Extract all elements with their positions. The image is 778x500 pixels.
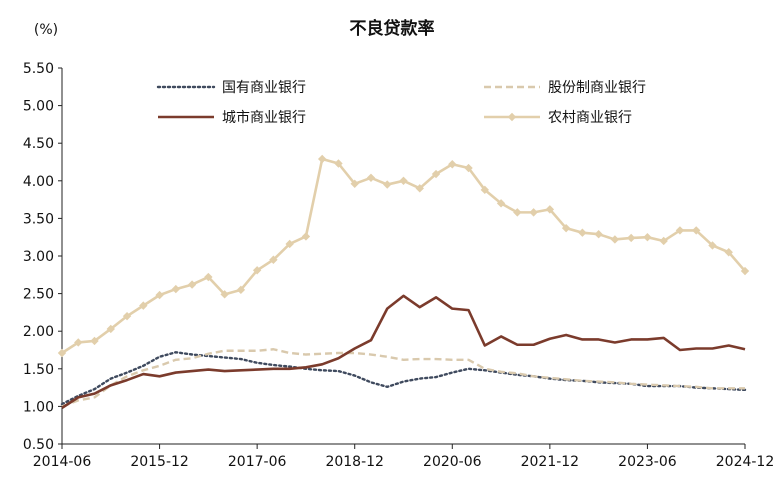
y-tick-label: 0.50	[23, 437, 54, 453]
series-point	[740, 266, 750, 276]
series-point	[334, 159, 343, 168]
series-point	[301, 232, 311, 241]
series-point	[448, 160, 457, 169]
series-point	[708, 241, 717, 250]
series-2	[61, 348, 745, 408]
y-tick-label: 1.00	[23, 399, 54, 415]
series-point	[90, 336, 99, 346]
y-tick-label: 2.50	[23, 287, 54, 303]
series-point	[236, 285, 246, 295]
x-tick-label: 2023-06	[618, 454, 677, 470]
series-point	[659, 236, 668, 246]
axes-group: 5.50 5.00 4.50 4.00 3.50 3.00 2.50 2.00 1.50 1.00…	[23, 61, 774, 470]
chart-title: 不良贷款率	[350, 18, 435, 39]
series-point	[513, 208, 522, 217]
series-point	[269, 255, 278, 264]
legend-entry: 城市商业银行	[158, 109, 306, 126]
series-3	[61, 294, 746, 409]
series-point	[480, 185, 490, 195]
y-axis-unit-label: (%)	[34, 22, 58, 38]
series-point	[252, 266, 262, 275]
series-line	[61, 157, 746, 355]
legend-label: 城市商业银行	[222, 109, 306, 126]
series-point	[171, 284, 181, 294]
legend-entry: 国有商业银行	[156, 80, 306, 96]
x-tick-label: 2020-06	[423, 454, 482, 470]
legend-label: 农村商业银行	[548, 110, 632, 126]
x-tick-label: 2018-12	[325, 454, 384, 470]
legend-marker	[507, 112, 517, 122]
series-4	[57, 154, 750, 358]
series-point	[122, 311, 132, 321]
series-point	[383, 180, 392, 189]
legend-entry: 农村商业银行	[484, 110, 632, 126]
y-tick-label: 1.50	[23, 362, 54, 378]
series-point	[724, 248, 733, 257]
series-point	[187, 280, 197, 289]
series-point	[155, 290, 164, 300]
x-tick-label: 2017-06	[228, 454, 287, 470]
x-tick-label: 2015-12	[130, 454, 189, 470]
y-tick-label: 5.50	[23, 61, 54, 77]
y-tick-label: 4.50	[23, 136, 54, 152]
y-tick-label: 5.00	[23, 99, 54, 115]
series-point	[220, 290, 229, 299]
x-tick-label: 2014-06	[33, 454, 92, 470]
series-line	[61, 348, 745, 408]
series-point	[317, 154, 327, 164]
series-point	[106, 324, 115, 334]
y-tick-label: 3.50	[23, 211, 54, 227]
x-tick-label: 2024-12	[716, 454, 775, 470]
series-point	[350, 179, 359, 189]
series-point	[496, 199, 506, 208]
y-tick-label: 2.00	[23, 324, 54, 340]
series-point	[399, 176, 408, 185]
series-point	[285, 239, 294, 249]
series-point	[366, 173, 376, 182]
series-point	[464, 163, 473, 173]
legend-label: 股份制商业银行	[548, 80, 646, 96]
series-layer	[57, 154, 750, 409]
x-tick-label: 2021-12	[521, 454, 580, 470]
y-tick-label: 3.00	[23, 249, 54, 265]
series-point	[545, 205, 555, 214]
legend-entry: 股份制商业银行	[484, 80, 646, 96]
series-point	[643, 233, 652, 242]
series-point	[578, 228, 587, 237]
series-point	[610, 235, 620, 244]
series-point	[139, 301, 148, 310]
series-point	[415, 184, 424, 193]
series-line	[61, 294, 746, 409]
series-point	[675, 226, 685, 235]
series-point	[431, 169, 441, 179]
y-tick-label: 4.00	[23, 174, 54, 190]
series-point	[626, 233, 636, 243]
series-point	[594, 229, 603, 239]
series-point	[204, 272, 213, 282]
series-point	[561, 223, 571, 233]
series-point	[57, 348, 67, 358]
series-point	[74, 338, 83, 347]
legend-label: 国有商业银行	[222, 80, 306, 96]
series-point	[529, 208, 538, 217]
series-point	[692, 226, 701, 235]
